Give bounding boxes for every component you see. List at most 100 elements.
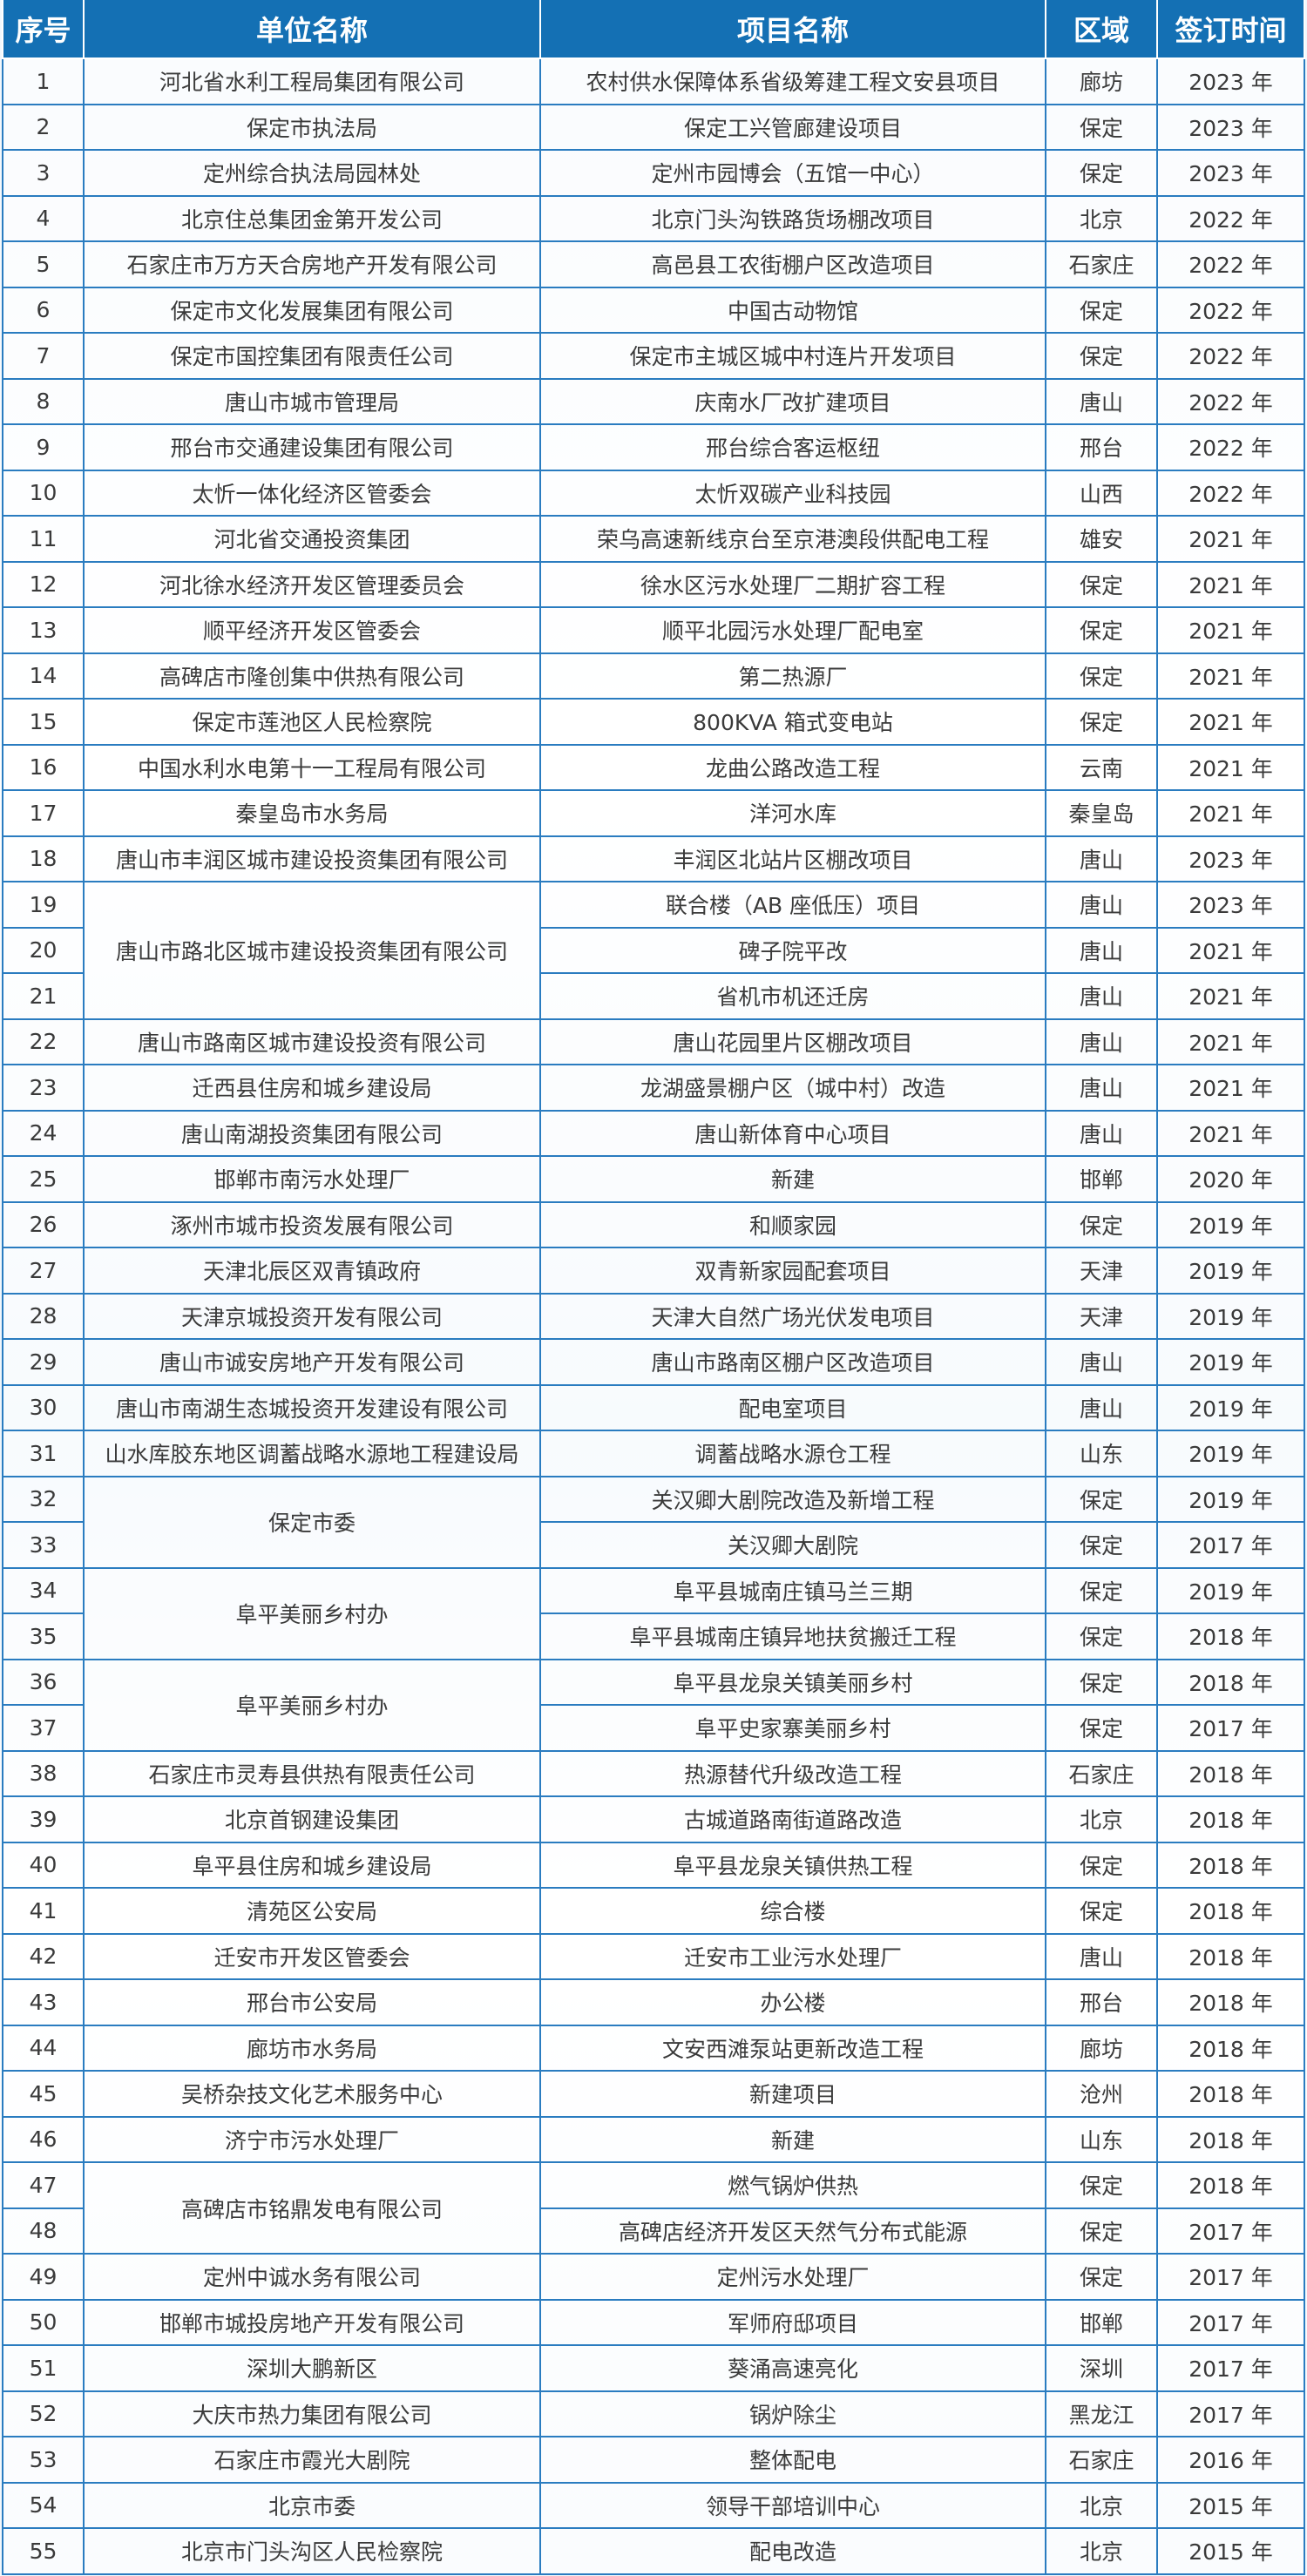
- cell-unit: 阜平美丽乡村办: [83, 1658, 541, 1752]
- cell-project: 新建: [539, 2115, 1046, 2163]
- cell-date: 2021 年: [1156, 1018, 1305, 1065]
- cell-date: 2018 年: [1156, 1749, 1305, 1797]
- cell-region: 北京: [1045, 2481, 1158, 2529]
- cell-project: 定州市园博会（五馆一中心）: [539, 149, 1046, 197]
- cell-date: 2021 年: [1156, 743, 1305, 791]
- cell-seq: 9: [2, 423, 85, 471]
- cell-seq: 55: [2, 2527, 85, 2575]
- cell-unit: 保定市莲池区人民检察院: [83, 698, 541, 746]
- cell-unit: 北京市委: [83, 2481, 541, 2529]
- cell-date: 2023 年: [1156, 149, 1305, 197]
- cell-date: 2019 年: [1156, 1247, 1305, 1295]
- table-row: 7 保定市国控集团有限责任公司 保定市主城区城中村连片开发项目 保定 2022 年: [2, 332, 1305, 380]
- cell-seq: 32: [2, 1475, 85, 1523]
- cell-date: 2018 年: [1156, 1795, 1305, 1843]
- cell-seq: 35: [2, 1613, 85, 1660]
- cell-unit: 迁安市开发区管委会: [83, 1932, 541, 1980]
- cell-unit: 阜平县住房和城乡建设局: [83, 1841, 541, 1889]
- cell-region: 保定: [1045, 332, 1158, 380]
- table-row: 38 石家庄市灵寿县供热有限责任公司 热源替代升级改造工程 石家庄 2018 年: [2, 1749, 1305, 1797]
- cell-region: 保定: [1045, 1841, 1158, 1889]
- table-row: 40 阜平县住房和城乡建设局 阜平县龙泉关镇供热工程 保定 2018 年: [2, 1841, 1305, 1889]
- cell-date: 2017 年: [1156, 2344, 1305, 2392]
- cell-project: 整体配电: [539, 2436, 1046, 2484]
- cell-seq: 21: [2, 972, 85, 1020]
- table-row: 46 济宁市污水处理厂 新建 山东 2018 年: [2, 2115, 1305, 2163]
- table-row: 21 省机市机还迁房 唐山 2021 年: [2, 972, 1305, 1020]
- cell-seq: 52: [2, 2390, 85, 2437]
- table-row: 49 定州中诚水务有限公司 定州污水处理厂 保定 2017 年: [2, 2253, 1305, 2301]
- cell-project: 锅炉除尘: [539, 2390, 1046, 2437]
- cell-project: 领导干部培训中心: [539, 2481, 1046, 2529]
- table-row: 11 河北省交通投资集团 荣乌高速新线京台至京港澳段供配电工程 雄安 2021 年: [2, 515, 1305, 563]
- cell-unit: 唐山市诚安房地产开发有限公司: [83, 1338, 541, 1386]
- cell-date: 2021 年: [1156, 515, 1305, 563]
- table-row: 25 邯郸市南污水处理厂 新建 邯郸 2020 年: [2, 1155, 1305, 1203]
- table-row: 20 碑子院平改 唐山 2021 年: [2, 926, 1305, 974]
- cell-date: 2018 年: [1156, 1841, 1305, 1889]
- cell-seq: 33: [2, 1521, 85, 1569]
- cell-region: 北京: [1045, 194, 1158, 242]
- cell-region: 保定: [1045, 606, 1158, 654]
- table-row: 27 天津北辰区双青镇政府 双青新家园配套项目 天津 2019 年: [2, 1247, 1305, 1295]
- cell-date: 2022 年: [1156, 423, 1305, 471]
- table-row: 33 关汉卿大剧院 保定 2017 年: [2, 1521, 1305, 1569]
- cell-project: 双青新家园配套项目: [539, 1247, 1046, 1295]
- cell-region: 保定: [1045, 2161, 1158, 2209]
- cell-project: 燃气锅炉供热: [539, 2161, 1046, 2209]
- cell-region: 邯郸: [1045, 2298, 1158, 2346]
- cell-unit: 定州中诚水务有限公司: [83, 2253, 541, 2301]
- cell-region: 保定: [1045, 560, 1158, 608]
- cell-region: 唐山: [1045, 835, 1158, 882]
- cell-date: 2021 年: [1156, 560, 1305, 608]
- cell-seq: 43: [2, 1978, 85, 2026]
- table-row: 10 太忻一体化经济区管委会 太忻双碳产业科技园 山西 2022 年: [2, 469, 1305, 517]
- cell-seq: 45: [2, 2070, 85, 2118]
- cell-region: 唐山: [1045, 1109, 1158, 1157]
- cell-seq: 36: [2, 1658, 85, 1706]
- cell-project: 阜平县龙泉关镇美丽乡村: [539, 1658, 1046, 1706]
- cell-region: 保定: [1045, 1475, 1158, 1523]
- cell-date: 2018 年: [1156, 1613, 1305, 1660]
- cell-unit: 迁西县住房和城乡建设局: [83, 1064, 541, 1112]
- cell-seq: 2: [2, 103, 85, 151]
- cell-seq: 47: [2, 2161, 85, 2209]
- cell-unit: 天津京城投资开发有限公司: [83, 1292, 541, 1340]
- cell-seq: 29: [2, 1338, 85, 1386]
- cell-region: 山东: [1045, 1430, 1158, 1477]
- cell-unit: 唐山市南湖生态城投资开发建设有限公司: [83, 1383, 541, 1431]
- cell-unit: 保定市文化发展集团有限公司: [83, 286, 541, 334]
- cell-seq: 54: [2, 2481, 85, 2529]
- cell-project: 丰润区北站片区棚改项目: [539, 835, 1046, 882]
- cell-seq: 10: [2, 469, 85, 517]
- cell-project: 新建: [539, 1155, 1046, 1203]
- table-row: 39 北京首钢建设集团 古城道路南街道路改造 北京 2018 年: [2, 1795, 1305, 1843]
- cell-region: 保定: [1045, 1887, 1158, 1935]
- cell-project: 荣乌高速新线京台至京港澳段供配电工程: [539, 515, 1046, 563]
- cell-region: 廊坊: [1045, 2024, 1158, 2072]
- cell-unit: 阜平美丽乡村办: [83, 1566, 541, 1660]
- cell-seq: 11: [2, 515, 85, 563]
- table-row: 32 保定市委 关汉卿大剧院改造及新增工程 保定 2019 年: [2, 1475, 1305, 1569]
- cell-project: 保定市主城区城中村连片开发项目: [539, 332, 1046, 380]
- cell-unit: 唐山市路南区城市建设投资有限公司: [83, 1018, 541, 1065]
- cell-date: 2021 年: [1156, 652, 1305, 700]
- cell-project: 徐水区污水处理厂二期扩容工程: [539, 560, 1046, 608]
- cell-seq: 16: [2, 743, 85, 791]
- cell-region: 保定: [1045, 103, 1158, 151]
- table-row: 22 唐山市路南区城市建设投资有限公司 唐山花园里片区棚改项目 唐山 2021 年: [2, 1018, 1305, 1065]
- cell-date: 2021 年: [1156, 789, 1305, 837]
- cell-unit: 唐山市路北区城市建设投资集团有限公司: [83, 881, 541, 1020]
- cell-region: 深圳: [1045, 2344, 1158, 2392]
- table-row: 43 邢台市公安局 办公楼 邢台 2018 年: [2, 1978, 1305, 2026]
- cell-seq: 41: [2, 1887, 85, 1935]
- cell-date: 2019 年: [1156, 1566, 1305, 1614]
- cell-region: 保定: [1045, 286, 1158, 334]
- cell-project: 唐山市路南区棚户区改造项目: [539, 1338, 1046, 1386]
- table-header-row: 序号 单位名称 项目名称 区域 签订时间: [2, 0, 1305, 59]
- table-row: 34 阜平美丽乡村办 阜平县城南庄镇马兰三期 保定 2019 年: [2, 1566, 1305, 1660]
- cell-project: 阜平史家寨美丽乡村: [539, 1704, 1046, 1752]
- cell-region: 山东: [1045, 2115, 1158, 2163]
- table-row: 2 保定市执法局 保定工兴管廊建设项目 保定 2023 年: [2, 103, 1305, 151]
